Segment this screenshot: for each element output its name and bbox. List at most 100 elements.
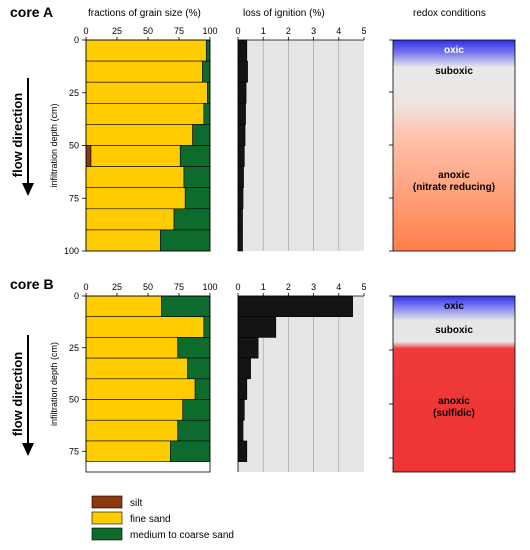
y-axis-label: infiltration depth (cm) (49, 342, 59, 426)
x-tick-label: 2 (286, 26, 291, 36)
core-b-grain-size-chart: 0 25 50 75 100 0 25 50 75 infiltration depth (cm) (49, 282, 218, 473)
loi-bar (237, 229, 243, 252)
bar-segment (183, 166, 211, 189)
loi-bar (237, 316, 277, 338)
bar-segment (85, 399, 184, 421)
loi-bar (237, 60, 248, 83)
bar-segment (182, 399, 211, 421)
bar-segment (187, 357, 211, 380)
bar-segment (203, 103, 211, 125)
redox-gradient (392, 39, 516, 252)
y-tick-label: 75 (69, 446, 79, 456)
x-tick-label: 3 (311, 282, 316, 292)
y-tick-label: 50 (69, 141, 79, 151)
zone-label-line: (sulfidic) (433, 408, 475, 419)
bar-segment (192, 124, 211, 146)
loi-bar (237, 166, 244, 189)
bar-segment (177, 337, 211, 359)
bar-segment (85, 208, 175, 231)
x-tick-label: 75 (174, 26, 184, 36)
zone-label-line: (nitrate reducing) (413, 182, 495, 193)
core-b-label: core B (10, 276, 54, 292)
redox-title: redox conditions (413, 8, 486, 19)
bar-segment (85, 187, 186, 210)
bar-segment (85, 357, 188, 380)
bar-segment (85, 440, 171, 462)
x-tick-label: 50 (143, 26, 153, 36)
loi-bar (237, 39, 248, 62)
loi-bar (237, 337, 259, 359)
x-tick-label: 4 (336, 26, 341, 36)
x-tick-label: 0 (83, 282, 88, 292)
legend-swatch-coarse-sand (91, 527, 123, 541)
bar-segment (85, 103, 205, 125)
legend-label-fine-sand: fine sand (130, 514, 171, 525)
x-tick-label: 0 (83, 26, 88, 36)
core-b-redox-panel: oxic suboxic anoxic (sulfidic) (389, 295, 516, 473)
x-tick-label: 25 (112, 26, 122, 36)
loi-bar (237, 399, 245, 421)
bar-segment (194, 378, 211, 400)
zone-label-anoxic: anoxic (sulfidic) (433, 396, 475, 419)
bar-segment (161, 295, 211, 318)
bar-segment (173, 208, 211, 231)
legend-swatch-silt (91, 495, 123, 509)
core-a-loi-chart: 0 1 2 3 4 5 (235, 26, 367, 252)
zone-label-line: anoxic (438, 170, 470, 181)
x-tick-label: 50 (143, 282, 153, 292)
x-tick-label: 5 (361, 26, 366, 36)
loi-bar (237, 419, 244, 442)
bar-segment (90, 145, 181, 167)
zone-label-suboxic: suboxic (435, 66, 473, 77)
zone-label-oxic: oxic (444, 301, 464, 312)
bar-segment (205, 39, 211, 62)
bar-segment (85, 39, 207, 62)
core-b-flow-arrow (22, 335, 34, 456)
x-tick-label: 1 (261, 282, 266, 292)
plot-frame (85, 295, 211, 473)
bar-segment (85, 337, 179, 359)
y-tick-label: 50 (69, 395, 79, 405)
x-tick-label: 3 (311, 26, 316, 36)
y-tick-label: 25 (69, 88, 79, 98)
bar-segment (85, 419, 179, 442)
bar-segment (85, 378, 196, 400)
bar-segment (85, 81, 208, 104)
bar-segment (184, 187, 211, 210)
loi-bar (237, 440, 248, 462)
bar-segment (85, 316, 205, 338)
core-a-grain-size-chart: 0 25 50 75 100 0 25 50 75 100 infiltration depth (… (49, 26, 218, 256)
loi-bar (237, 378, 248, 400)
loi-title: loss of ignition (%) (243, 8, 325, 19)
zone-label-suboxic: suboxic (435, 325, 473, 336)
x-tick-label: 0 (235, 26, 240, 36)
x-tick-label: 100 (202, 26, 217, 36)
redox-gradient (392, 295, 516, 473)
legend: silt fine sand medium to coarse sand (91, 495, 234, 541)
core-b-loi-chart: 0 1 2 3 4 5 (235, 282, 367, 472)
bar-segment (85, 145, 92, 167)
bar-segment (160, 229, 211, 252)
bar-segment (85, 295, 162, 318)
legend-label-silt: silt (130, 498, 142, 509)
bar-segment (170, 440, 211, 462)
core-a-label: core A (10, 4, 53, 20)
legend-label-coarse-sand: medium to coarse sand (130, 530, 234, 541)
x-tick-label: 0 (235, 282, 240, 292)
x-tick-label: 1 (261, 26, 266, 36)
x-tick-label: 75 (174, 282, 184, 292)
zone-label-oxic: oxic (444, 45, 464, 56)
core-b-flow-label: flow direction (10, 352, 25, 437)
loi-bar (237, 187, 244, 210)
zone-label-anoxic: anoxic (nitrate reducing) (413, 170, 495, 193)
bar-segment (202, 60, 211, 83)
y-tick-label: 0 (74, 35, 79, 45)
y-tick-label: 25 (69, 343, 79, 353)
x-tick-label: 5 (361, 282, 366, 292)
zone-label-line: anoxic (438, 396, 470, 407)
x-tick-label: 100 (202, 282, 217, 292)
bar-segment (85, 124, 193, 146)
loi-bar (237, 208, 243, 231)
plot-background (238, 40, 364, 251)
